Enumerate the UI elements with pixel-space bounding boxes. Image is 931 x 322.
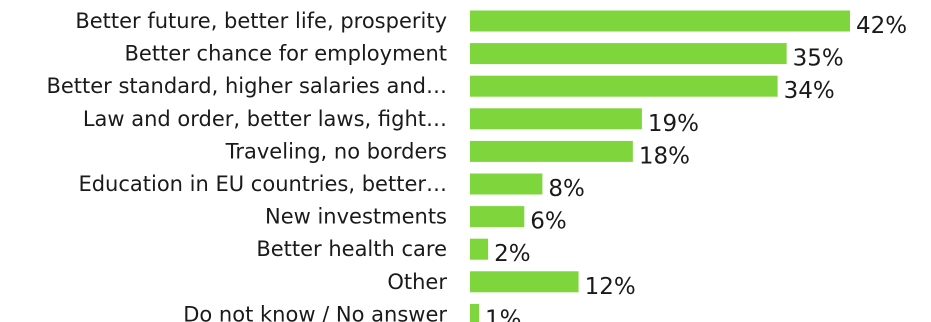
bar [470,140,633,162]
bar [470,238,489,260]
bar [470,75,778,97]
bar [470,108,642,130]
value-label: 34% [784,78,835,104]
category-label: Better health care [256,237,447,261]
value-label: 2% [494,241,530,267]
bar [470,173,543,195]
value-label: 35% [793,46,844,72]
bar [470,271,579,293]
value-label: 6% [530,209,567,235]
category-labels: Better future, better life, prosperity Be… [46,9,447,322]
category-label: Traveling, no borders [225,139,447,163]
bar [470,206,525,228]
category-label: New investments [265,205,447,229]
bars [470,10,850,322]
value-label: 1% [485,306,522,322]
value-label: 42% [856,13,907,39]
category-label: Do not know / No answer [183,302,447,322]
category-label: Better standard, higher salaries and… [46,74,447,98]
value-label: 8% [548,176,585,202]
category-label: Better future, better life, prosperity [75,9,447,33]
bar [470,43,787,65]
value-label: 12% [585,274,636,300]
value-label: 18% [639,143,690,169]
value-label: 19% [648,111,699,137]
bar [470,10,850,32]
category-label: Education in EU countries, better… [78,172,447,196]
bar [470,303,480,322]
category-label: Better chance for employment [125,42,448,66]
value-labels: 42% 35% 34% 19% 18% 8% 6%2% 12% 1% [485,13,907,322]
category-label: Other [387,270,447,294]
category-label: Law and order, better laws, fight… [83,107,447,131]
